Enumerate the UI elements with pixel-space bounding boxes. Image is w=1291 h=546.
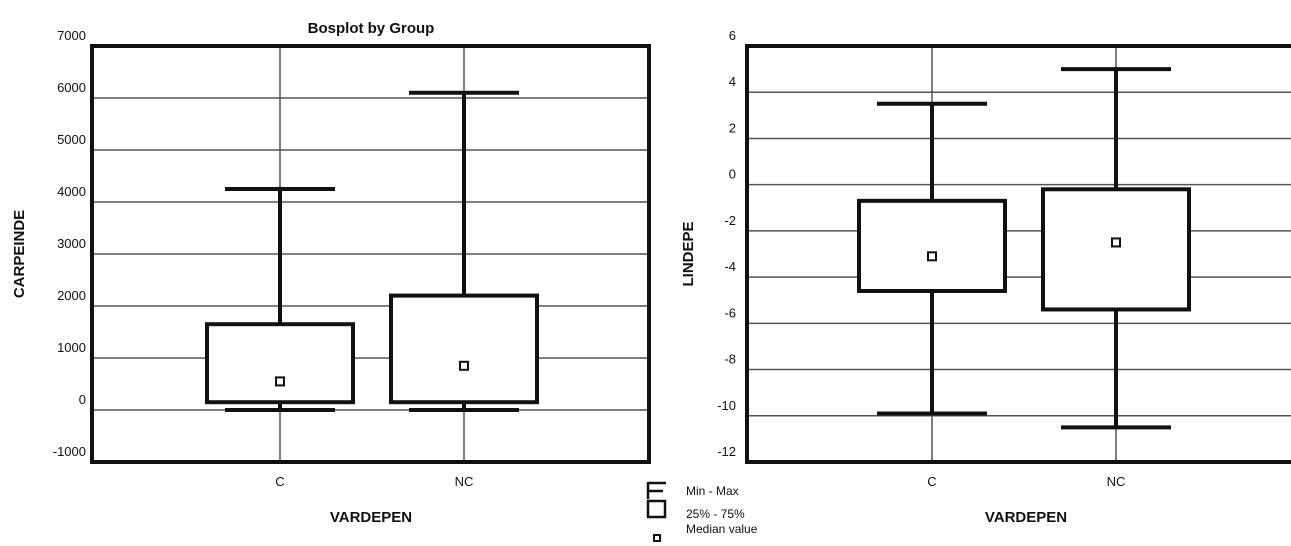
y-tick-label: -8 [724, 352, 736, 367]
left-y-tick-labels: 7000 6000 5000 4000 3000 2000 1000 0 -1000 [53, 28, 86, 459]
y-tick-label: 0 [79, 392, 86, 407]
box-c [857, 101, 1007, 416]
left-chart-title: Bosplot by Group [308, 20, 435, 37]
median-marker [1111, 237, 1121, 248]
legend: Min - Max 25% - 75% Median value [646, 481, 758, 542]
box-nc [1041, 67, 1191, 430]
median-square-icon [653, 534, 661, 542]
y-tick-label: -6 [724, 305, 736, 320]
left-plot-frame [90, 44, 651, 464]
box-icon [646, 499, 667, 519]
y-tick-label: 6 [729, 28, 736, 43]
right-y-axis-title: LINDEPE [680, 221, 697, 286]
median-marker [459, 360, 469, 371]
y-tick-label: 6000 [57, 80, 86, 95]
right-gridlines [747, 46, 1291, 462]
y-tick-label: 2 [729, 120, 736, 135]
iqr-box [1041, 187, 1191, 312]
legend-label-min-max: Min - Max [686, 484, 739, 498]
x-tick-label: NC [455, 474, 474, 489]
median-marker [275, 376, 285, 387]
y-tick-label: 7000 [57, 28, 86, 43]
y-tick-label: -4 [724, 259, 736, 274]
left-boxes [205, 90, 539, 412]
whisker-icon [646, 481, 666, 499]
y-tick-label: -10 [717, 398, 736, 413]
y-tick-label: 4000 [57, 184, 86, 199]
y-tick-label: -12 [717, 444, 736, 459]
y-tick-label: 3000 [57, 236, 86, 251]
left-x-axis-title: VARDEPEN [330, 509, 412, 526]
y-tick-label: -1000 [53, 444, 86, 459]
left-x-tick-labels: C NC [275, 474, 473, 489]
iqr-box [857, 198, 1007, 293]
x-tick-label: C [275, 474, 284, 489]
right-plot-frame [745, 44, 1291, 464]
iqr-box [205, 322, 355, 405]
x-tick-label: NC [1107, 474, 1126, 489]
y-tick-label: 0 [729, 167, 736, 182]
legend-label-quartiles: 25% - 75% [686, 507, 745, 521]
left-gridlines [92, 46, 649, 462]
right-y-tick-labels: 6 4 2 0 -2 -4 -6 -8 -10 -12 [717, 28, 736, 459]
box-c [205, 187, 355, 412]
legend-label-median: Median value [686, 522, 758, 536]
y-tick-label: 1000 [57, 340, 86, 355]
right-boxplot-chart: 6 4 2 0 -2 -4 -6 -8 -10 -12 C NC VARDEPEN LINDEPE [680, 28, 1291, 526]
left-y-axis-title: CARPEINDE [11, 210, 28, 298]
iqr-box [389, 293, 539, 405]
y-tick-label: 2000 [57, 288, 86, 303]
x-tick-label: C [927, 474, 936, 489]
y-tick-label: -2 [724, 213, 736, 228]
right-boxes [857, 67, 1191, 430]
right-x-tick-labels: C NC [927, 474, 1125, 489]
box-nc [389, 90, 539, 412]
y-tick-label: 5000 [57, 132, 86, 147]
right-x-axis-title: VARDEPEN [985, 509, 1067, 526]
median-marker [927, 251, 937, 262]
y-tick-label: 4 [729, 74, 736, 89]
left-boxplot-chart: 7000 6000 5000 4000 3000 2000 1000 0 -1000 C NC B… [11, 20, 651, 526]
